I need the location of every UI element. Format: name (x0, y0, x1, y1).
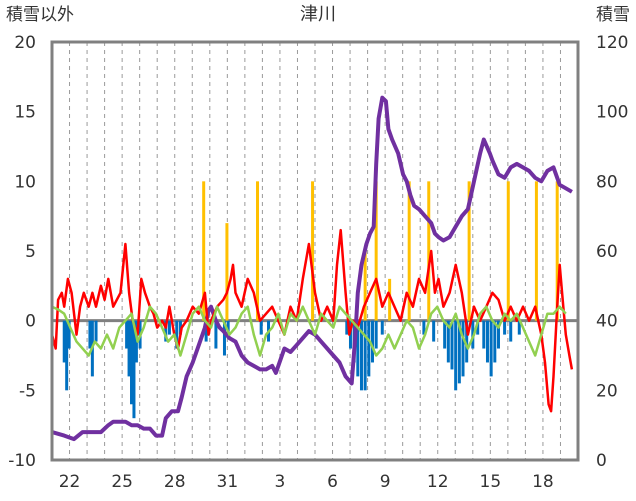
bar-mark (427, 181, 431, 321)
bar-mark (465, 320, 469, 363)
left-tick-label: -10 (8, 451, 36, 471)
bar-mark (94, 320, 98, 342)
bar-mark (367, 320, 371, 377)
bar-mark (476, 320, 480, 335)
bar-mark (359, 320, 363, 391)
x-tick-label: 6 (327, 472, 338, 492)
bar-mark (496, 320, 500, 349)
series-line (50, 228, 574, 413)
x-tick-label: 18 (532, 472, 554, 492)
bar-mark (88, 320, 92, 349)
x-tick-label: 15 (480, 472, 502, 492)
bar-mark (225, 223, 229, 321)
bar-mark (363, 320, 367, 391)
lines-layer (50, 95, 574, 442)
bar-mark (164, 320, 168, 342)
bar-mark (555, 181, 559, 321)
bar-mark (67, 320, 71, 349)
bar-mark (388, 278, 392, 321)
bar-mark (432, 320, 436, 342)
bar-mark (259, 320, 263, 335)
bar-mark (125, 320, 129, 349)
right-tick-label: 40 (596, 312, 618, 332)
bar-mark (509, 320, 513, 342)
bar-mark (534, 181, 538, 321)
bar-mark (443, 320, 447, 349)
x-tick-label: 12 (427, 472, 449, 492)
left-axis-label: 積雪以外 (6, 5, 74, 25)
bar-mark (65, 320, 69, 391)
bar-mark (127, 320, 131, 377)
bar-mark (374, 181, 378, 321)
left-tick-label: 0 (25, 312, 36, 332)
tick-labels: -10 -5 0 5 10 15 20 0 20 40 60 80 100 120 22 25 28 31 3 6 9 1… (8, 33, 628, 492)
bar-mark (489, 320, 493, 377)
right-tick-label: 60 (596, 242, 618, 262)
bar-mark (226, 320, 230, 335)
bar-mark (256, 181, 260, 321)
bar-mark (422, 320, 426, 335)
bar-mark (175, 320, 179, 349)
bar-mark (363, 251, 367, 321)
right-tick-label: 20 (596, 381, 618, 401)
bar-mark (380, 320, 384, 335)
bars-layer (62, 181, 559, 419)
bar-mark (454, 320, 458, 391)
left-tick-label: 20 (14, 33, 36, 53)
bar-mark (485, 320, 489, 363)
bar-mark (374, 320, 378, 349)
bar-mark (370, 320, 374, 363)
bar-mark (503, 320, 507, 335)
right-tick-label: 0 (596, 451, 607, 471)
bar-mark (204, 320, 208, 342)
left-tick-label: -5 (19, 381, 36, 401)
bar-mark (311, 181, 315, 321)
left-tick-label: 10 (14, 172, 36, 192)
right-tick-label: 120 (596, 33, 628, 53)
series-line (51, 95, 573, 442)
bar-mark (407, 181, 411, 321)
bar-mark (167, 320, 171, 335)
bar-mark (450, 320, 454, 370)
bar-mark (356, 320, 360, 377)
left-tick-label: 5 (25, 242, 36, 262)
plot-frame (50, 40, 580, 462)
bar-mark (457, 320, 461, 384)
x-tick-label: 3 (275, 472, 286, 492)
right-tick-label: 100 (596, 103, 628, 123)
bar-mark (467, 181, 471, 321)
bar-mark (202, 181, 206, 321)
left-tick-label: 15 (14, 103, 36, 123)
bar-mark (62, 320, 66, 363)
x-tick-label: 22 (59, 472, 81, 492)
bar-mark (130, 320, 134, 405)
chart-title: 津川 (300, 4, 336, 25)
x-tick-label: 31 (217, 472, 239, 492)
bar-mark (482, 320, 486, 349)
x-tick-label: 28 (164, 472, 186, 492)
bar-mark (517, 320, 521, 335)
x-tick-label: 25 (111, 472, 133, 492)
bar-mark (493, 320, 497, 363)
bar-mark (506, 181, 510, 321)
bar-mark (461, 320, 465, 377)
right-axis-label: 積雪 (596, 5, 630, 25)
bar-mark (345, 320, 349, 335)
series-line (51, 305, 567, 357)
bar-mark (214, 320, 218, 349)
bar-mark (222, 320, 226, 356)
bar-mark (446, 320, 450, 363)
x-tick-label: 9 (380, 472, 391, 492)
right-tick-label: 80 (596, 172, 618, 192)
bar-mark (132, 320, 136, 419)
